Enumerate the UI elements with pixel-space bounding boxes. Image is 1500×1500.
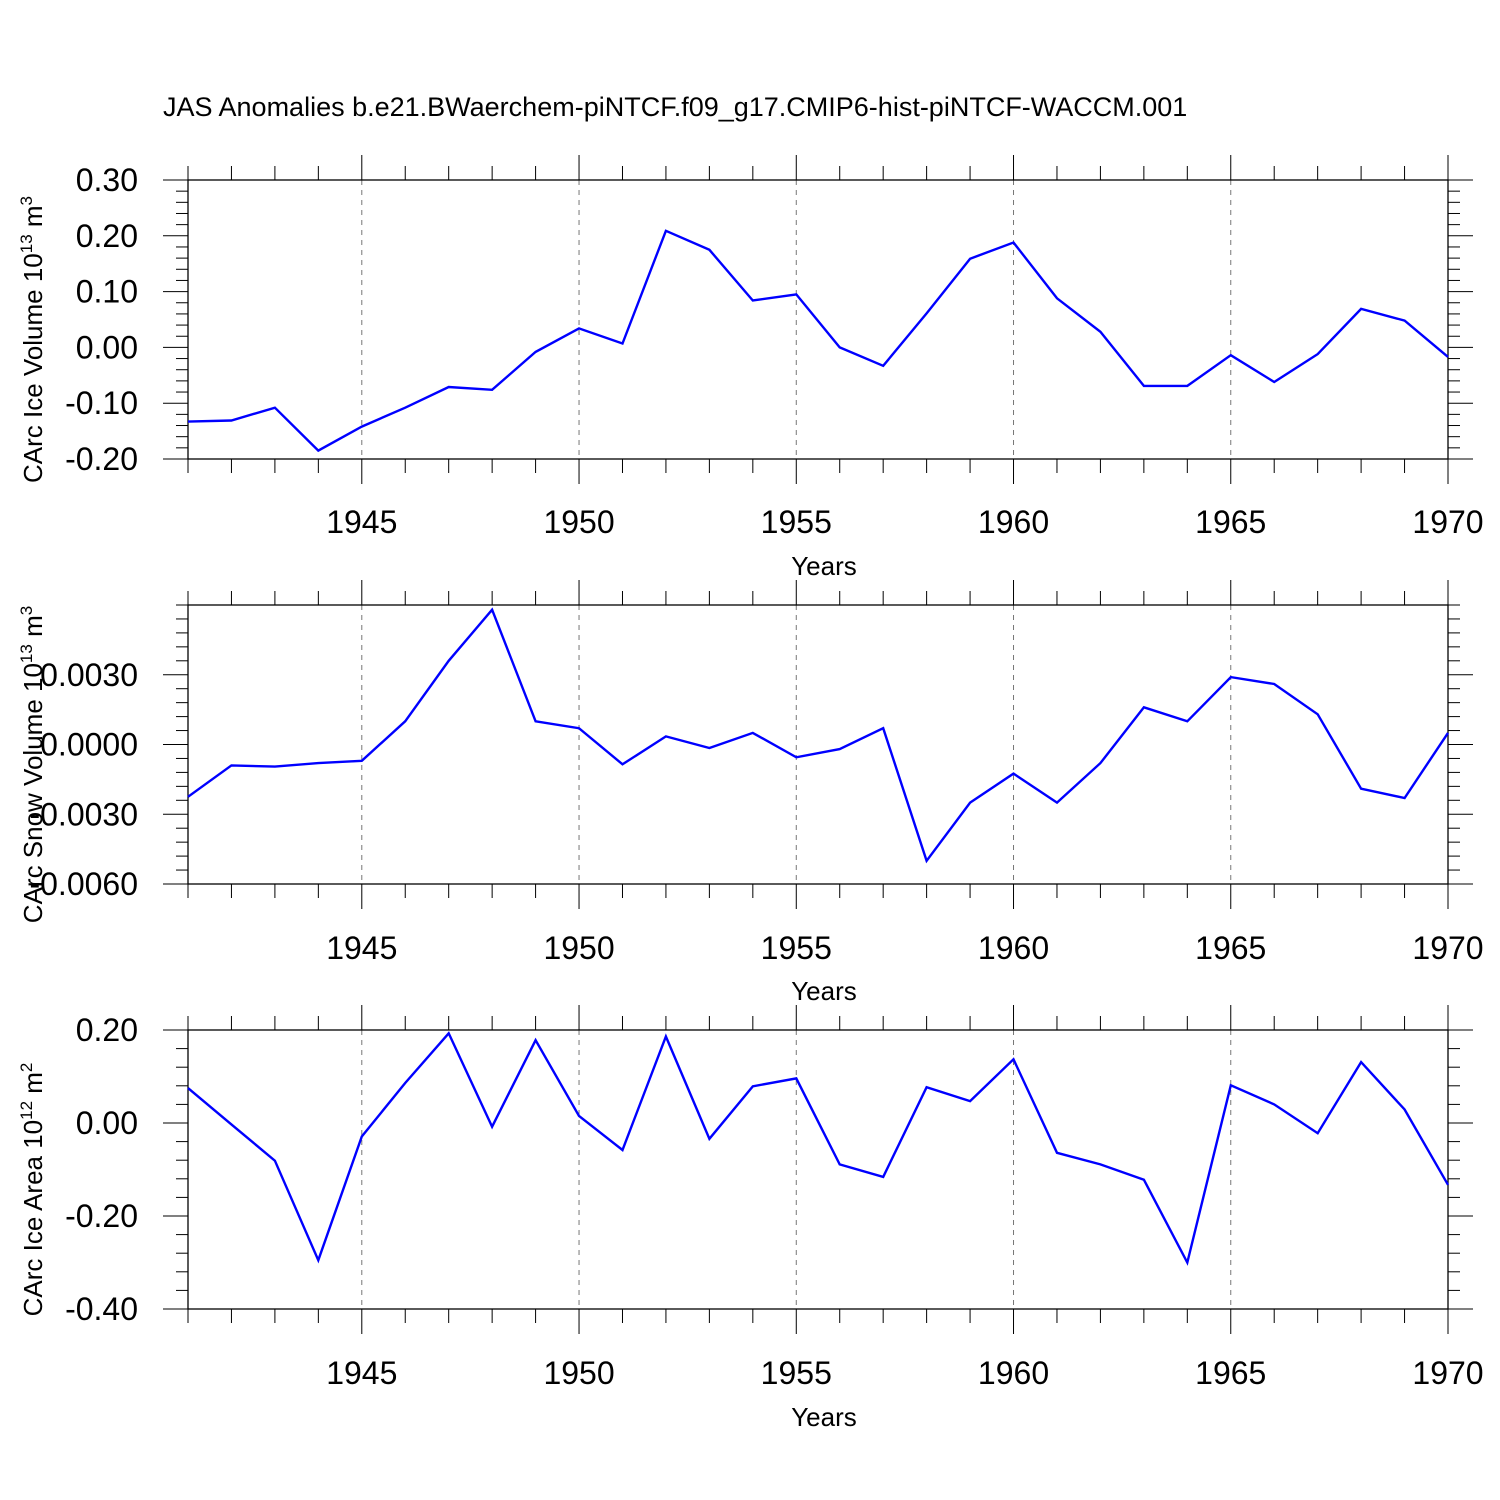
x-tick-label: 1955: [761, 1355, 832, 1391]
x-tick-label: 1955: [761, 930, 832, 966]
x-tick-label: 1945: [326, 504, 397, 540]
y-tick-label: 0.20: [76, 218, 138, 254]
y-tick-label: 0.00: [76, 329, 138, 365]
y-axis-label: CArc Ice Area 1012 m2: [17, 1063, 48, 1317]
y-tick-label: -0.10: [65, 385, 138, 421]
y-axis-label-exponent: 12: [17, 1101, 36, 1120]
plot-frame: [187, 179, 1449, 460]
y-axis-label-exponent: 13: [17, 234, 36, 253]
figure-title: JAS Anomalies b.e21.BWaerchem-piNTCF.f09…: [163, 92, 1187, 122]
y-axis-label-text: CArc Ice Volume 10: [18, 253, 48, 483]
x-tick-label: 1965: [1195, 1355, 1266, 1391]
x-tick-label: 1970: [1412, 504, 1483, 540]
y-tick-label: 0.20: [76, 1012, 138, 1048]
y-axis-label-unit-exponent: 3: [17, 196, 36, 205]
y-axis-label-text: CArc Ice Area 10: [18, 1120, 48, 1317]
y-tick-label: 0.30: [76, 162, 138, 198]
y-axis-label-text: CArc Snow Volume 10: [18, 663, 48, 923]
plot-frame: [187, 1029, 1449, 1310]
x-axis-label: Years: [791, 1402, 857, 1432]
x-tick-label: 1950: [543, 930, 614, 966]
x-axis-label: Years: [791, 976, 857, 1006]
panel-ice-area: -0.40 -0.20 0.00 0.20 1945 1950 1955 1960 1965 19…: [17, 1005, 1484, 1432]
x-tick-label: 1970: [1412, 1355, 1483, 1391]
panel-ice-volume: -0.20 -0.10 0.00 0.10 0.20 0.30 1945 1950 1955 19…: [17, 155, 1484, 581]
y-tick-label: -0.20: [65, 441, 138, 477]
x-tick-label: 1965: [1195, 504, 1266, 540]
y-axis-label-exponent: 13: [17, 644, 36, 663]
x-tick-label: 1970: [1412, 930, 1483, 966]
x-tick-label: 1965: [1195, 930, 1266, 966]
series-line: [187, 1031, 1450, 1266]
y-tick-label: -0.20: [65, 1198, 138, 1234]
y-axis-label-unit: m: [18, 205, 48, 234]
y-tick-label: -0.0060: [29, 866, 138, 902]
y-axis-label-unit: m: [18, 1072, 48, 1101]
y-axis-label: CArc Ice Volume 1013 m3: [17, 196, 48, 483]
x-axis-label: Years: [791, 551, 857, 581]
y-axis-label-unit: m: [18, 615, 48, 644]
y-tick-label: 0.0030: [40, 657, 138, 693]
x-tick-label: 1945: [326, 1355, 397, 1391]
y-tick-label: -0.40: [65, 1291, 138, 1327]
series-line: [187, 607, 1449, 864]
x-tick-label: 1950: [543, 504, 614, 540]
series-line: [187, 229, 1449, 453]
y-tick-label: 0.00: [76, 1105, 138, 1141]
y-tick-label: -0.0030: [29, 796, 138, 832]
x-tick-label: 1960: [978, 1355, 1049, 1391]
y-tick-label: 0.10: [76, 274, 138, 310]
x-tick-label: 1960: [978, 504, 1049, 540]
x-tick-label: 1950: [543, 1355, 614, 1391]
panel-snow-volume: -0.0060 -0.0030 0.0000 0.0030 1945 1950 1955 19…: [17, 580, 1484, 1006]
y-axis-label-unit-exponent: 2: [17, 1063, 36, 1072]
x-tick-label: 1960: [978, 930, 1049, 966]
y-axis-label-unit-exponent: 3: [17, 606, 36, 615]
y-axis-label: CArc Snow Volume 1013 m3: [17, 606, 48, 923]
x-tick-label: 1945: [326, 930, 397, 966]
y-tick-label: 0.0000: [40, 727, 138, 763]
plot-frame: [187, 604, 1449, 885]
x-tick-label: 1955: [761, 504, 832, 540]
